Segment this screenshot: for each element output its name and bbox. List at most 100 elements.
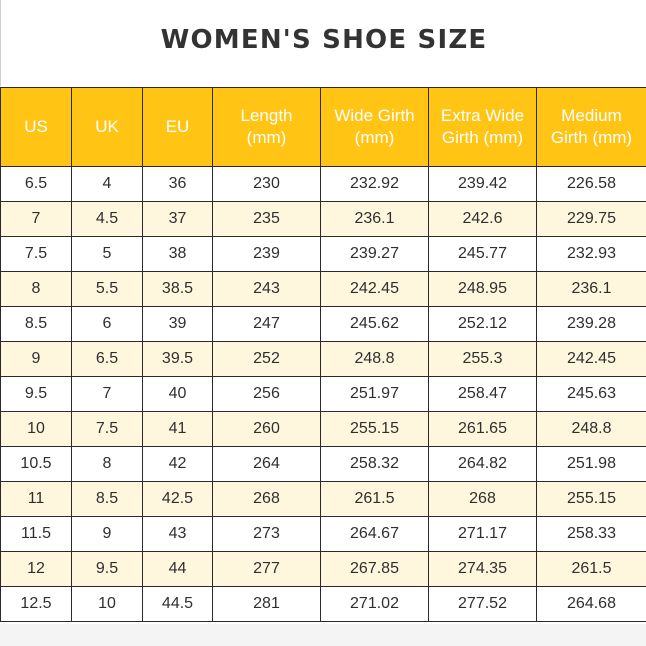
cell-eu: 44 — [142, 551, 213, 587]
cell-uk: 7 — [71, 376, 143, 412]
cell-extra-wide-girth: 239.42 — [428, 166, 537, 202]
column-header-extra-wide-girth: Extra Wide Girth (mm) — [428, 87, 537, 167]
table-row: 6.5 4 36 230 232.92 239.42 226.58 — [0, 166, 646, 202]
cell-wide-girth: 271.02 — [320, 586, 429, 622]
cell-length: 281 — [212, 586, 321, 622]
table-body: 6.5 4 36 230 232.92 239.42 226.58 7 4.5 37 235 236.… — [0, 166, 646, 622]
cell-length: 264 — [212, 446, 321, 482]
cell-us: 10.5 — [0, 446, 72, 482]
shoe-size-table: US UK EU Length (mm) Wide Girth (mm) Ext… — [0, 87, 646, 622]
cell-uk: 6 — [71, 306, 143, 342]
cell-medium-girth: 258.33 — [536, 516, 646, 552]
cell-us: 7.5 — [0, 236, 72, 272]
cell-extra-wide-girth: 248.95 — [428, 271, 537, 307]
cell-extra-wide-girth: 274.35 — [428, 551, 537, 587]
cell-wide-girth: 261.5 — [320, 481, 429, 517]
cell-uk: 6.5 — [71, 341, 143, 377]
column-header-wide-girth: Wide Girth (mm) — [320, 87, 429, 167]
table-row: 7.5 5 38 239 239.27 245.77 232.93 — [0, 236, 646, 272]
cell-us: 11 — [0, 481, 72, 517]
cell-eu: 41 — [142, 411, 213, 447]
table-row: 8 5.5 38.5 243 242.45 248.95 236.1 — [0, 271, 646, 307]
column-header-uk: UK — [71, 87, 143, 167]
cell-extra-wide-girth: 245.77 — [428, 236, 537, 272]
cell-wide-girth: 245.62 — [320, 306, 429, 342]
cell-length: 256 — [212, 376, 321, 412]
cell-medium-girth: 264.68 — [536, 586, 646, 622]
cell-extra-wide-girth: 258.47 — [428, 376, 537, 412]
bottom-strip — [0, 624, 646, 646]
cell-length: 239 — [212, 236, 321, 272]
cell-us: 9 — [0, 341, 72, 377]
cell-us: 7 — [0, 201, 72, 237]
cell-eu: 37 — [142, 201, 213, 237]
cell-wide-girth: 251.97 — [320, 376, 429, 412]
cell-us: 10 — [0, 411, 72, 447]
cell-us: 12 — [0, 551, 72, 587]
cell-us: 9.5 — [0, 376, 72, 412]
cell-length: 268 — [212, 481, 321, 517]
cell-medium-girth: 248.8 — [536, 411, 646, 447]
cell-eu: 36 — [142, 166, 213, 202]
cell-extra-wide-girth: 271.17 — [428, 516, 537, 552]
cell-uk: 8 — [71, 446, 143, 482]
table-row: 10 7.5 41 260 255.15 261.65 248.8 — [0, 411, 646, 447]
cell-wide-girth: 236.1 — [320, 201, 429, 237]
cell-extra-wide-girth: 261.65 — [428, 411, 537, 447]
cell-uk: 4 — [71, 166, 143, 202]
cell-medium-girth: 229.75 — [536, 201, 646, 237]
cell-eu: 42.5 — [142, 481, 213, 517]
cell-length: 252 — [212, 341, 321, 377]
cell-extra-wide-girth: 252.12 — [428, 306, 537, 342]
cell-medium-girth: 236.1 — [536, 271, 646, 307]
cell-medium-girth: 242.45 — [536, 341, 646, 377]
cell-uk: 9.5 — [71, 551, 143, 587]
cell-wide-girth: 267.85 — [320, 551, 429, 587]
cell-eu: 44.5 — [142, 586, 213, 622]
column-header-eu: EU — [142, 87, 213, 167]
cell-length: 277 — [212, 551, 321, 587]
column-header-us: US — [0, 87, 72, 167]
table-row: 8.5 6 39 247 245.62 252.12 239.28 — [0, 306, 646, 342]
table-header-row: US UK EU Length (mm) Wide Girth (mm) Ext… — [0, 87, 646, 167]
cell-eu: 38.5 — [142, 271, 213, 307]
cell-wide-girth: 248.8 — [320, 341, 429, 377]
cell-length: 235 — [212, 201, 321, 237]
table-row: 12 9.5 44 277 267.85 274.35 261.5 — [0, 551, 646, 587]
cell-length: 243 — [212, 271, 321, 307]
cell-us: 8 — [0, 271, 72, 307]
cell-wide-girth: 232.92 — [320, 166, 429, 202]
cell-wide-girth: 264.67 — [320, 516, 429, 552]
cell-medium-girth: 251.98 — [536, 446, 646, 482]
title-band: WOMEN'S SHOE SIZE — [0, 0, 646, 86]
table-row: 7 4.5 37 235 236.1 242.6 229.75 — [0, 201, 646, 237]
cell-wide-girth: 255.15 — [320, 411, 429, 447]
cell-medium-girth: 226.58 — [536, 166, 646, 202]
cell-eu: 39 — [142, 306, 213, 342]
cell-extra-wide-girth: 277.52 — [428, 586, 537, 622]
cell-extra-wide-girth: 268 — [428, 481, 537, 517]
cell-us: 12.5 — [0, 586, 72, 622]
cell-wide-girth: 239.27 — [320, 236, 429, 272]
table-row: 12.5 10 44.5 281 271.02 277.52 264.68 — [0, 586, 646, 622]
cell-medium-girth: 261.5 — [536, 551, 646, 587]
cell-eu: 39.5 — [142, 341, 213, 377]
cell-extra-wide-girth: 242.6 — [428, 201, 537, 237]
cell-medium-girth: 232.93 — [536, 236, 646, 272]
cell-uk: 5 — [71, 236, 143, 272]
cell-uk: 7.5 — [71, 411, 143, 447]
table-row: 11 8.5 42.5 268 261.5 268 255.15 — [0, 481, 646, 517]
table-row: 11.5 9 43 273 264.67 271.17 258.33 — [0, 516, 646, 552]
table-row: 9.5 7 40 256 251.97 258.47 245.63 — [0, 376, 646, 412]
cell-eu: 40 — [142, 376, 213, 412]
column-header-medium-girth: Medium Girth (mm) — [536, 87, 646, 167]
cell-wide-girth: 258.32 — [320, 446, 429, 482]
cell-extra-wide-girth: 264.82 — [428, 446, 537, 482]
cell-medium-girth: 239.28 — [536, 306, 646, 342]
cell-uk: 4.5 — [71, 201, 143, 237]
cell-uk: 5.5 — [71, 271, 143, 307]
cell-eu: 43 — [142, 516, 213, 552]
cell-wide-girth: 242.45 — [320, 271, 429, 307]
cell-uk: 10 — [71, 586, 143, 622]
